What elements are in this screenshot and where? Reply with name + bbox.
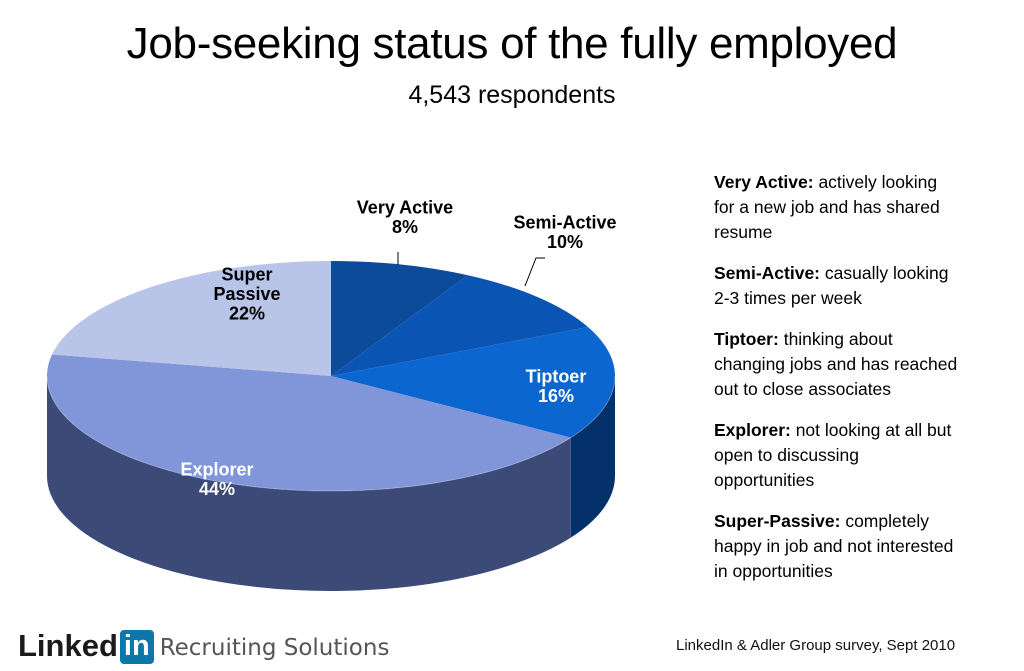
definition-text: out to close associates [714,379,892,399]
definition-text: resume [714,222,773,242]
slice-label-very-active: Very Active 8% [357,197,453,237]
linkedin-logo: Linked in Recruiting Solutions [18,628,389,668]
logo-in-box: in [119,630,154,664]
definition-text: opportunities [714,470,815,490]
definition-text: casually looking [824,263,949,283]
logo-tagline: Recruiting Solutions [159,635,390,661]
slice-label-line: 8% [392,217,418,237]
slice-label-line: Very Active [357,197,453,217]
pie-tops [46,261,616,492]
pie-slice-very-active [331,261,468,376]
definition-text: actively looking [818,172,938,192]
definition-item: Very Active: actively looking for a new j… [714,170,1014,245]
definition-text: in opportunities [714,561,833,581]
definition-text: changing jobs and has reached [714,354,958,374]
slice-label-line: Semi-Active [513,212,616,232]
definition-term: Very Active: [714,172,814,192]
pie-sides [47,376,615,591]
slice-label-explorer: Explorer 44% [180,459,253,499]
slice-label-line: 10% [547,232,583,252]
logo-word: Linked [18,628,118,663]
pie-side-tiptoer [570,376,615,538]
definition-term: Explorer: [714,420,791,440]
definition-term: Semi-Active: [714,263,821,283]
slice-label-super-passive: Super Passive 22% [213,265,280,324]
definitions-panel: Very Active: actively looking for a new j… [714,170,1014,600]
pie-labels: Very Active 8% Semi-Active 10% Tiptoer 16% Exp… [180,197,616,499]
definition-item: Semi-Active: casually looking 2-3 times p… [714,261,1014,311]
pie-slice-super-passive [52,261,331,376]
definition-text: thinking about [783,329,893,349]
definition-term: Super-Passive: [714,511,841,531]
definition-text: not looking at all but [795,420,952,440]
definition-text: happy in job and not interested [714,536,954,556]
definition-text: open to discussing [714,445,859,465]
pie-slice-semi-active [331,275,588,376]
pie-slice-tiptoer [331,327,615,438]
leader-line-semi-active [524,257,545,287]
slice-label-semi-active: Semi-Active 10% [513,212,616,252]
slice-label-line: Super [221,265,272,285]
slice-label-line: 16% [538,386,574,406]
pie-leader-lines [397,252,545,287]
pie-rim [46,375,616,492]
pie-slice-explorer [47,354,571,491]
slice-label-line: Explorer [180,459,253,479]
slice-label-line: Passive [213,284,280,304]
chart-title: Job-seeking status of the fully employed [126,19,898,68]
slice-label-line: Tiptoer [526,366,587,386]
slice-label-line: 44% [199,479,235,499]
slice-label-line: 22% [229,304,265,324]
definition-item: Tiptoer: thinking about changing jobs and… [714,327,1014,402]
definition-term: Tiptoer: [714,329,779,349]
definition-text: 2-3 times per week [714,288,862,308]
chart-subtitle: 4,543 respondents [408,81,616,109]
slice-label-tiptoer: Tiptoer 16% [526,366,587,406]
definition-text: for a new job and has shared [714,197,940,217]
source-note: LinkedIn & Adler Group survey, Sept 2010 [676,637,956,654]
pie-side-explorer [47,376,571,591]
definition-item: Explorer: not looking at all but open to … [714,418,1014,493]
definition-item: Super-Passive: completely happy in job an… [714,509,1014,584]
definition-text: completely [845,511,929,531]
